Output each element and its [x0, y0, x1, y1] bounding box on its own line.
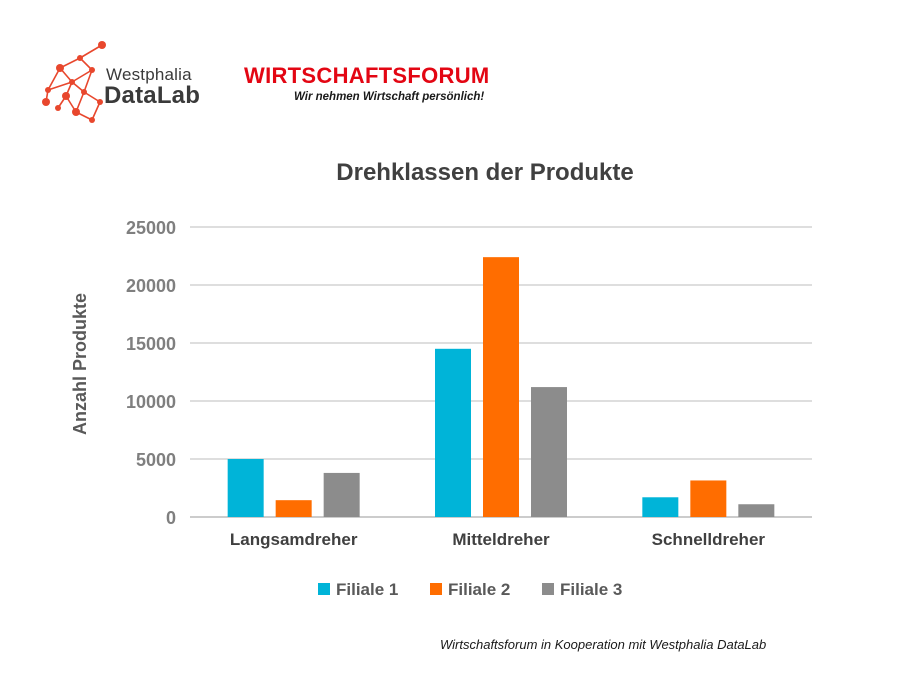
network-node: [98, 41, 106, 49]
legend-swatch: [318, 583, 330, 595]
bar: [275, 500, 312, 517]
bar: [483, 257, 519, 517]
westphalia-datalab-logo: Westphalia DataLab: [40, 40, 210, 130]
network-node: [42, 98, 50, 106]
bar: [323, 472, 360, 517]
wirtschaftsforum-logo-title: WIRTSCHAFTSFORUM: [244, 63, 490, 88]
bar: [531, 387, 567, 517]
legend-label: Filiale 2: [448, 580, 510, 599]
network-node: [55, 105, 61, 111]
logo-text-datalab: DataLab: [104, 82, 201, 109]
y-tick-label: 5000: [136, 450, 176, 470]
bar: [690, 480, 727, 517]
x-tick-label: Schnelldreher: [652, 530, 766, 549]
network-node: [72, 108, 80, 116]
y-axis-label: Anzahl Produkte: [70, 293, 90, 435]
network-icon: [42, 41, 106, 123]
network-node: [69, 79, 75, 85]
x-tick-label: Mitteldreher: [452, 530, 550, 549]
network-node: [89, 67, 95, 73]
y-tick-label: 10000: [126, 392, 176, 412]
y-tick-label: 15000: [126, 334, 176, 354]
chart-title: Drehklassen der Produkte: [336, 159, 633, 186]
network-node: [62, 92, 70, 100]
legend-swatch: [542, 583, 554, 595]
bar: [227, 459, 264, 517]
network-node: [45, 87, 51, 93]
x-tick-label: Langsamdreher: [230, 530, 358, 549]
wirtschaftsforum-logo-subtitle: Wir nehmen Wirtschaft persönlich!: [294, 91, 485, 103]
network-node: [56, 64, 64, 72]
bar: [738, 504, 775, 517]
legend-swatch: [430, 583, 442, 595]
bar: [435, 348, 471, 517]
y-tick-label: 25000: [126, 218, 176, 238]
y-tick-label: 20000: [126, 276, 176, 296]
legend-label: Filiale 3: [560, 580, 622, 599]
footer-credit: Wirtschaftsforum in Kooperation mit West…: [440, 637, 767, 652]
y-tick-label: 0: [166, 508, 176, 528]
network-node: [77, 55, 83, 61]
logo-text-westphalia: Westphalia: [106, 65, 192, 84]
bar: [642, 497, 679, 517]
legend-label: Filiale 1: [336, 580, 398, 599]
network-node: [89, 117, 95, 123]
network-node: [81, 89, 87, 95]
network-node: [97, 99, 103, 105]
